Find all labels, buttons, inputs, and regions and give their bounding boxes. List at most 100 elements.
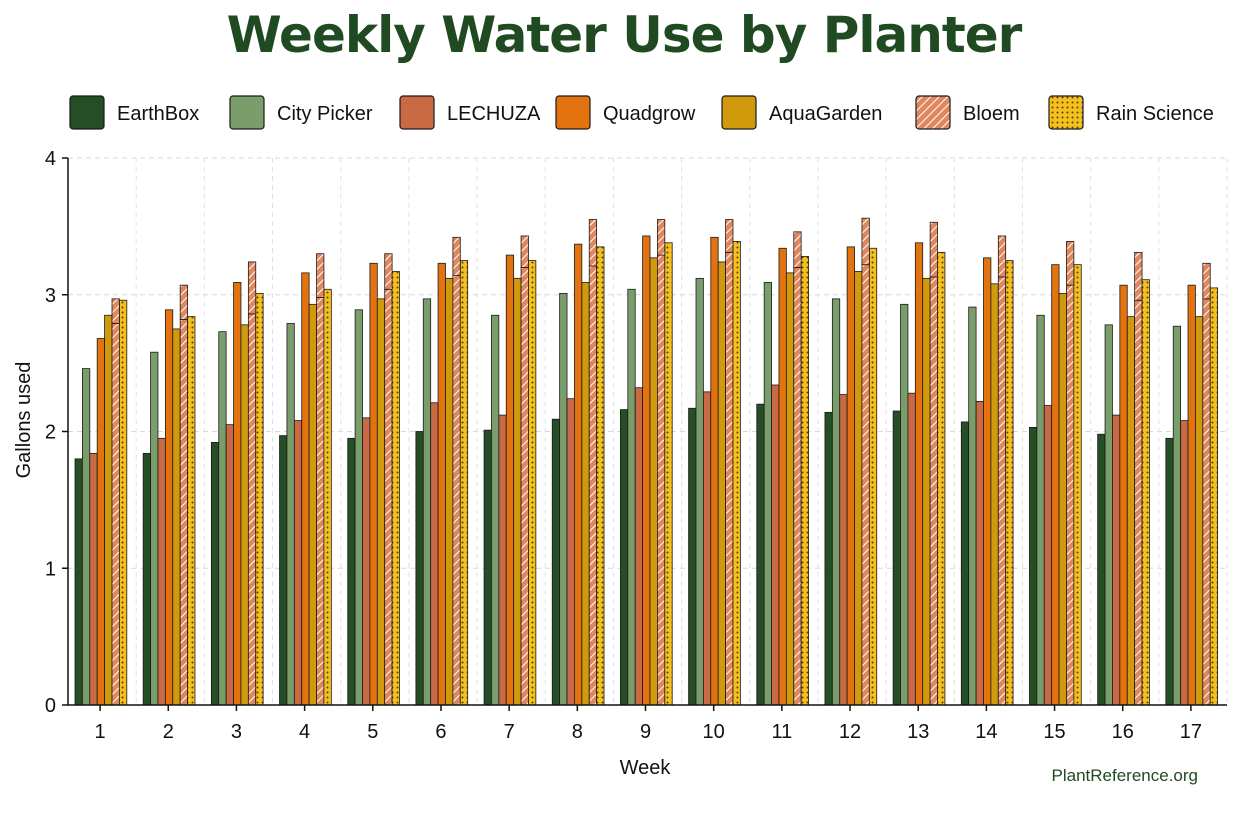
bar-lechuza-week-5 bbox=[362, 417, 371, 706]
bar-bloem-week-9 bbox=[657, 254, 666, 706]
bar-lechuza-week-11 bbox=[771, 384, 780, 706]
x-tick-label: 10 bbox=[703, 721, 725, 743]
bar-city-picker-week-8 bbox=[559, 292, 568, 706]
y-tick-label: 1 bbox=[45, 558, 56, 580]
bar-quadgrow-week-10 bbox=[710, 236, 719, 706]
bar-aquagarden-week-8 bbox=[581, 282, 590, 706]
bar-earthbox-week-16 bbox=[1097, 433, 1106, 706]
legend-item-lechuza: LECHUZA bbox=[399, 95, 541, 130]
legend-label: EarthBox bbox=[117, 103, 199, 125]
bar-rain-science-week-4 bbox=[323, 288, 332, 706]
bar-quadgrow-week-17 bbox=[1187, 284, 1196, 706]
bar-rain-science-week-2 bbox=[187, 316, 196, 706]
bar-city-picker-week-9 bbox=[627, 288, 636, 706]
bar-earthbox-week-4 bbox=[279, 435, 288, 706]
bar-lechuza-week-9 bbox=[634, 387, 644, 706]
bar-bloem-week-5 bbox=[384, 288, 393, 706]
y-axis-title: Gallons used bbox=[13, 362, 35, 479]
x-tick-label: 2 bbox=[163, 721, 174, 743]
bar-aquagarden-week-6 bbox=[445, 277, 454, 706]
bar-aquagarden-week-14 bbox=[990, 283, 999, 706]
legend-item-quadgrow: Quadgrow bbox=[555, 95, 696, 130]
bar-quadgrow-week-12 bbox=[846, 246, 855, 706]
bar-quadgrow-week-16 bbox=[1119, 284, 1128, 706]
bar-quadgrow-week-9 bbox=[642, 235, 651, 706]
legend-item-city-picker: City Picker bbox=[229, 95, 373, 130]
bar-lechuza-week-4 bbox=[293, 420, 303, 706]
bar-city-picker-week-16 bbox=[1104, 324, 1113, 706]
source-credit: PlantReference.org bbox=[1052, 766, 1198, 785]
bar-bloem-cap-week-8 bbox=[588, 219, 598, 267]
bar-bloem-cap-week-5 bbox=[384, 253, 393, 290]
y-tick-label: 4 bbox=[45, 148, 56, 170]
legend-label: Quadgrow bbox=[603, 103, 696, 125]
bar-lechuza-week-14 bbox=[975, 401, 984, 706]
bar-bloem-week-17 bbox=[1202, 298, 1211, 706]
bar-bloem-cap-week-10 bbox=[725, 219, 734, 253]
bar-rain-science-week-3 bbox=[255, 292, 264, 706]
legend-item-rain-science: Rain Science bbox=[1048, 95, 1214, 130]
bar-city-picker-week-14 bbox=[968, 306, 977, 706]
bar-earthbox-week-3 bbox=[210, 442, 220, 706]
bar-rain-science-week-1 bbox=[119, 299, 128, 706]
bar-aquagarden-week-11 bbox=[785, 272, 795, 706]
bar-lechuza-week-2 bbox=[157, 437, 166, 706]
bar-bloem-cap-week-4 bbox=[316, 253, 325, 298]
bar-quadgrow-week-1 bbox=[96, 338, 105, 706]
legend-label: LECHUZA bbox=[447, 103, 541, 125]
bar-bloem-cap-week-6 bbox=[452, 236, 461, 277]
legend-label: Rain Science bbox=[1096, 103, 1214, 125]
bar-bloem-cap-week-9 bbox=[657, 219, 666, 256]
bar-aquagarden-week-7 bbox=[513, 277, 522, 706]
bar-quadgrow-week-11 bbox=[778, 247, 787, 706]
bar-lechuza-week-1 bbox=[89, 452, 98, 706]
bar-aquagarden-week-17 bbox=[1195, 316, 1204, 706]
bar-aquagarden-week-3 bbox=[240, 324, 249, 706]
legend-item-aquagarden: AquaGarden bbox=[721, 95, 882, 130]
bar-city-picker-week-2 bbox=[150, 351, 159, 706]
bar-aquagarden-week-4 bbox=[308, 303, 317, 706]
bar-bloem-cap-week-3 bbox=[247, 261, 257, 315]
bar-lechuza-week-6 bbox=[430, 402, 439, 706]
bar-aquagarden-week-1 bbox=[104, 314, 113, 706]
bar-city-picker-week-3 bbox=[218, 331, 227, 706]
bar-bloem-cap-week-15 bbox=[1066, 241, 1075, 286]
bar-rain-science-week-17 bbox=[1209, 287, 1219, 706]
legend-swatch bbox=[399, 95, 435, 130]
bar-city-picker-week-7 bbox=[491, 314, 500, 706]
bar-lechuza-week-16 bbox=[1112, 414, 1121, 706]
y-tick-label: 3 bbox=[45, 285, 56, 307]
bar-bloem-cap-week-2 bbox=[179, 284, 188, 320]
bar-earthbox-week-12 bbox=[824, 411, 833, 706]
bar-rain-science-week-15 bbox=[1073, 264, 1082, 706]
bar-city-picker-week-12 bbox=[831, 298, 841, 706]
bar-quadgrow-week-5 bbox=[369, 262, 378, 706]
x-tick-label: 5 bbox=[367, 721, 378, 743]
bar-rain-science-week-7 bbox=[528, 260, 537, 706]
bar-bloem-cap-week-13 bbox=[929, 221, 938, 278]
bar-lechuza-week-12 bbox=[839, 394, 848, 706]
bar-aquagarden-week-10 bbox=[717, 261, 726, 706]
bar-lechuza-week-15 bbox=[1043, 405, 1053, 706]
legend-label: Bloem bbox=[963, 103, 1020, 125]
bar-quadgrow-week-15 bbox=[1051, 264, 1060, 706]
x-axis-title: Week bbox=[620, 757, 672, 779]
bar-city-picker-week-10 bbox=[695, 277, 704, 706]
bar-aquagarden-week-16 bbox=[1126, 316, 1136, 706]
legend-label: City Picker bbox=[277, 103, 373, 125]
bar-bloem-week-3 bbox=[247, 313, 257, 706]
bar-city-picker-week-17 bbox=[1172, 325, 1182, 706]
bar-lechuza-week-3 bbox=[225, 424, 234, 706]
bar-rain-science-week-11 bbox=[800, 256, 809, 706]
bar-bloem-week-10 bbox=[725, 251, 734, 706]
bar-bloem-week-1 bbox=[111, 323, 120, 706]
bar-quadgrow-week-7 bbox=[505, 254, 515, 706]
bar-lechuza-week-17 bbox=[1180, 420, 1189, 706]
legend-swatch bbox=[555, 95, 591, 130]
bar-bloem-cap-week-7 bbox=[520, 235, 529, 268]
bars bbox=[74, 217, 1219, 706]
bar-earthbox-week-6 bbox=[415, 431, 424, 706]
bar-earthbox-week-8 bbox=[551, 418, 561, 706]
bar-city-picker-week-4 bbox=[286, 323, 295, 706]
legend-swatch bbox=[915, 95, 951, 130]
